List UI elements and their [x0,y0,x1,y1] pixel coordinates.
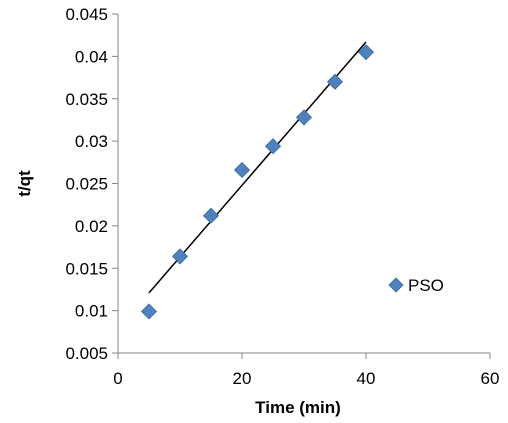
x-tick-label: 40 [357,369,376,388]
legend: PSO [388,276,444,295]
y-tick-label: 0.02 [75,217,108,236]
data-point [233,161,251,179]
legend-marker [388,277,404,293]
data-point [140,303,158,320]
x-tick-label: 60 [481,369,500,388]
y-tick-label: 0.005 [65,344,108,363]
data-point [264,138,282,155]
y-tick-label: 0.04 [75,47,108,66]
data-point [295,109,313,126]
data-point [357,44,375,61]
data-point [326,73,344,90]
y-tick-label: 0.045 [65,5,108,24]
y-ticks: 0.005 0.01 0.015 0.02 0.025 0.03 0.035 0.04 0.04… [65,5,118,363]
legend-label: PSO [408,276,444,295]
x-tick-label: 0 [113,369,122,388]
data-point [202,207,220,224]
data-point [171,248,189,265]
y-tick-label: 0.03 [75,132,108,151]
x-tick-label: 20 [233,369,252,388]
y-tick-label: 0.01 [75,302,108,321]
y-tick-label: 0.035 [65,90,108,109]
x-axis-title: Time (min) [255,398,341,417]
y-axis-title: t/qt [15,170,34,197]
data-points [140,44,375,320]
y-tick-label: 0.015 [65,259,108,278]
y-tick-label: 0.025 [65,175,108,194]
x-ticks: 0 20 40 60 [113,353,499,388]
